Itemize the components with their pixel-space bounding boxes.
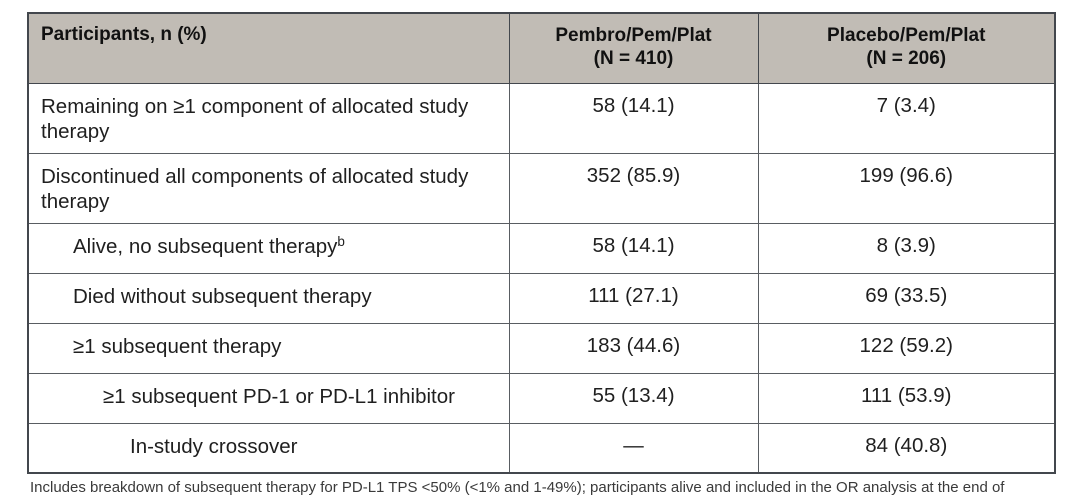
table-row: Died without subsequent therapy 111 (27.…: [27, 272, 1056, 324]
table-row: In-study crossover — 84 (40.8): [27, 422, 1056, 474]
row-value-arm1: 183 (44.6): [508, 322, 759, 374]
row-value-arm2: 84 (40.8): [757, 422, 1056, 474]
row-value-arm2: 111 (53.9): [757, 372, 1056, 424]
participant-disposition-table: Participants, n (%) Pembro/Pem/Plat (N =…: [27, 12, 1056, 474]
arm2-name: Placebo/Pem/Plat: [827, 25, 986, 46]
row-value-arm2: 7 (3.4): [757, 82, 1056, 154]
table-header-row: Participants, n (%) Pembro/Pem/Plat (N =…: [27, 12, 1056, 84]
row-label-died-no-subsequent: Died without subsequent therapy: [27, 272, 510, 324]
header-arm-placebo: Placebo/Pem/Plat (N = 206): [757, 12, 1056, 84]
row-label-subsequent-pd1-pdl1: ≥1 subsequent PD-1 or PD-L1 inhibitor: [27, 372, 510, 424]
row-label-remaining: Remaining on ≥1 component of allocated s…: [27, 82, 510, 154]
row-label-alive-no-subsequent: Alive, no subsequent therapyb: [27, 222, 510, 274]
row-value-arm2: 8 (3.9): [757, 222, 1056, 274]
row-value-arm1: 58 (14.1): [508, 82, 759, 154]
row-value-arm1: 55 (13.4): [508, 372, 759, 424]
row-value-arm1: 352 (85.9): [508, 152, 759, 224]
arm1-name: Pembro/Pem/Plat: [555, 25, 712, 46]
row-value-arm1: 111 (27.1): [508, 272, 759, 324]
header-participants: Participants, n (%): [27, 12, 510, 84]
footnote-marker-b: b: [337, 233, 345, 249]
row-label-in-study-crossover: In-study crossover: [27, 422, 510, 474]
row-label-subsequent-therapy: ≥1 subsequent therapy: [27, 322, 510, 374]
row-label-discontinued: Discontinued all components of allocated…: [27, 152, 510, 224]
table-row: ≥1 subsequent therapy 183 (44.6) 122 (59…: [27, 322, 1056, 374]
row-value-arm1: 58 (14.1): [508, 222, 759, 274]
row-value-arm2: 122 (59.2): [757, 322, 1056, 374]
header-arm-pembro: Pembro/Pem/Plat (N = 410): [508, 12, 759, 84]
row-value-arm2: 199 (96.6): [757, 152, 1056, 224]
row-value-arm2: 69 (33.5): [757, 272, 1056, 324]
row-value-arm1-emdash: —: [508, 422, 759, 474]
table-row: Alive, no subsequent therapyb 58 (14.1) …: [27, 222, 1056, 274]
table-row: ≥1 subsequent PD-1 or PD-L1 inhibitor 55…: [27, 372, 1056, 424]
arm2-n: (N = 206): [866, 48, 947, 69]
table-row: Discontinued all components of allocated…: [27, 152, 1056, 224]
arm1-n: (N = 410): [593, 48, 674, 69]
table-row: Remaining on ≥1 component of allocated s…: [27, 82, 1056, 154]
